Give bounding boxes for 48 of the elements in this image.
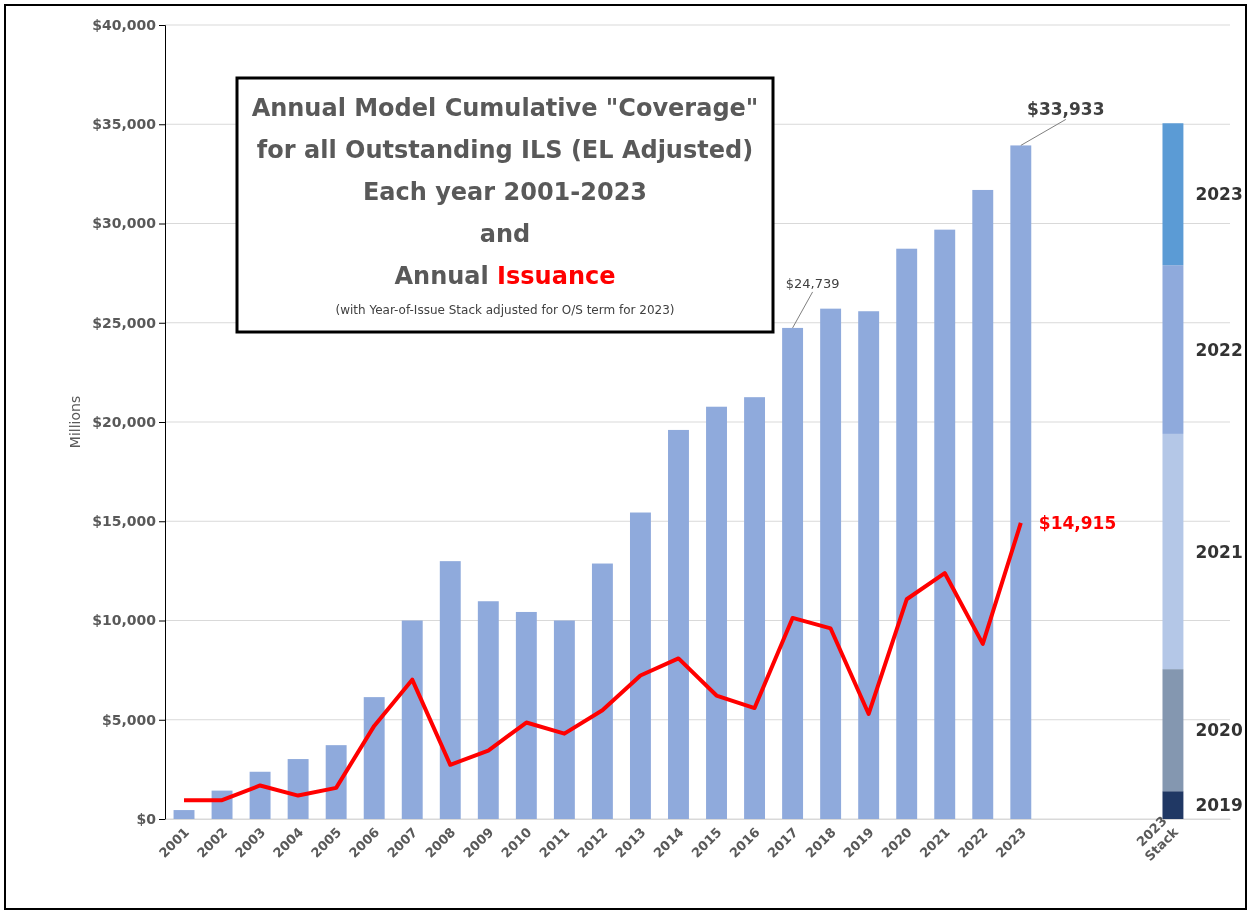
bar: [744, 397, 766, 819]
bar: [1162, 265, 1184, 434]
y-tick-label: $25,000: [92, 314, 157, 331]
bar: [1162, 123, 1184, 266]
bar: [249, 771, 271, 819]
y-tick-label: $10,000: [92, 612, 157, 629]
y-tick-label: $15,000: [92, 513, 157, 530]
bar: [439, 561, 461, 819]
text: (with Year-of-Issue Stack adjusted for O/S term for 2023): [335, 303, 675, 317]
bar: [820, 308, 842, 819]
data-label: $14,915: [1038, 512, 1117, 533]
y-axis-title: Millions: [67, 395, 83, 449]
bar: [668, 429, 689, 819]
series-label: 2020: [1195, 720, 1243, 741]
series-label: 2022: [1195, 339, 1243, 360]
bar: [1162, 669, 1184, 792]
bar: [972, 189, 994, 819]
bar: [934, 229, 956, 819]
y-tick-label: $30,000: [92, 215, 157, 232]
y-tick-label: $35,000: [92, 116, 157, 133]
series-label: 2023: [1195, 184, 1243, 205]
y-tick-label: $0: [136, 810, 157, 827]
bar: [553, 620, 575, 819]
y-tick-label: $5,000: [101, 711, 157, 728]
bar: [629, 512, 651, 819]
y-tick-label: $20,000: [92, 413, 157, 430]
bar: [401, 620, 423, 819]
bar: [1162, 791, 1184, 819]
bar: [477, 601, 499, 819]
bar: [858, 311, 880, 819]
bar: [896, 248, 918, 819]
bar: [287, 759, 309, 819]
bar: [706, 406, 727, 819]
line-series: [182, 520, 1023, 803]
bar: [591, 563, 613, 819]
data-label: $33,933: [1027, 99, 1105, 120]
bar: [782, 327, 804, 819]
bar: [1162, 433, 1184, 670]
y-tick-label: $40,000: [92, 16, 157, 33]
text: Annual Model Cumulative "Coverage" for all Outstanding ILS (EL Adjusted) Each year 2001-2023 and Annual Issuance: [251, 94, 759, 290]
series-label: 2019: [1195, 795, 1243, 816]
bar: [515, 611, 537, 819]
bar: [363, 697, 385, 819]
series-label: 2021: [1195, 541, 1243, 562]
bar: [325, 745, 347, 819]
bar: [173, 810, 195, 819]
data-label: $24,739: [785, 275, 840, 291]
bar: [1010, 145, 1032, 819]
